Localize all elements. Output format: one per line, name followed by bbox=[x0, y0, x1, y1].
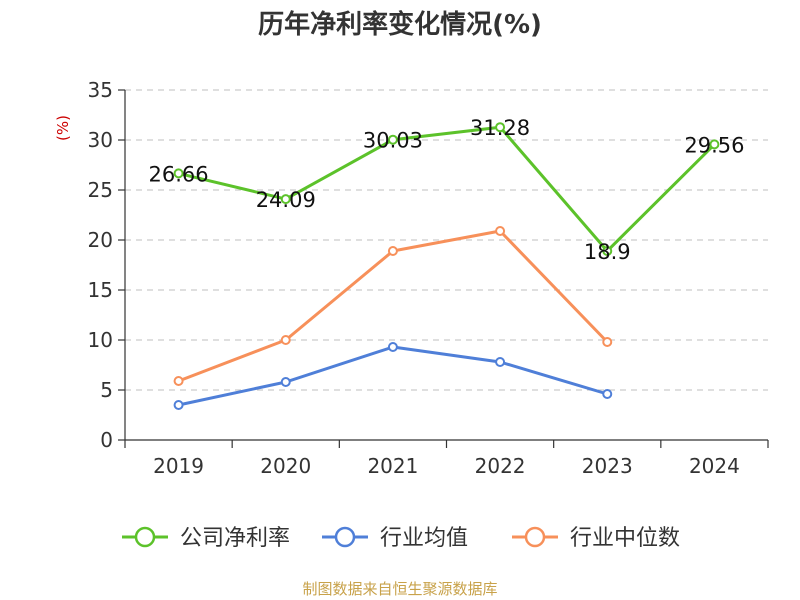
legend-marker bbox=[134, 526, 156, 548]
y-tick-label: 20 bbox=[88, 228, 113, 252]
y-tick-label: 5 bbox=[100, 378, 113, 402]
data-point bbox=[173, 168, 184, 179]
data-labels: 26.66 24.09 30.03 31.28 18.9 29.56 bbox=[149, 116, 745, 264]
data-label: 29.56 bbox=[684, 133, 744, 157]
data-point bbox=[709, 139, 720, 150]
legend-marker bbox=[524, 526, 546, 548]
y-tick-label: 0 bbox=[100, 428, 113, 452]
legend-label: 公司净利率 bbox=[180, 526, 290, 551]
y-tick-label: 30 bbox=[88, 128, 113, 152]
x-tick-labels: 2019 2020 2021 2022 2023 2024 bbox=[153, 454, 740, 478]
data-point bbox=[602, 337, 613, 347]
x-tick-label: 2023 bbox=[582, 454, 633, 478]
data-point bbox=[280, 335, 291, 345]
data-label: 31.28 bbox=[470, 116, 530, 140]
data-point bbox=[387, 134, 398, 145]
data-point bbox=[602, 246, 613, 256]
data-label: 30.03 bbox=[363, 129, 423, 153]
x-tick-label: 2019 bbox=[153, 454, 204, 478]
data-point bbox=[602, 389, 613, 399]
y-tick-label: 35 bbox=[88, 78, 113, 102]
y-tick-label: 10 bbox=[88, 328, 113, 352]
legend-label: 行业均值 bbox=[380, 526, 468, 551]
x-tick-label: 2021 bbox=[367, 454, 418, 478]
data-point bbox=[280, 377, 291, 387]
data-label: 26.66 bbox=[149, 162, 209, 186]
data-point bbox=[495, 122, 506, 133]
data-point bbox=[280, 194, 291, 205]
x-tick-label: 2022 bbox=[475, 454, 526, 478]
y-tick-label: 25 bbox=[88, 178, 113, 202]
legend-marker bbox=[334, 526, 356, 548]
data-point bbox=[495, 357, 506, 367]
data-point bbox=[173, 400, 184, 410]
x-tick-label: 2024 bbox=[689, 454, 740, 478]
y-axis-unit: (%) bbox=[54, 115, 72, 141]
data-point bbox=[387, 246, 398, 256]
data-point bbox=[495, 226, 506, 236]
series-lines bbox=[178, 125, 716, 407]
data-label: 18.9 bbox=[584, 240, 631, 264]
legend: 公司净利率 行业均值 行业中位数 bbox=[122, 526, 680, 551]
series-points bbox=[173, 122, 720, 410]
x-tick-label: 2020 bbox=[260, 454, 311, 478]
source-footer: 制图数据来自恒生聚源数据库 bbox=[302, 580, 498, 598]
chart-title: 历年净利率变化情况(%) bbox=[258, 10, 542, 40]
y-tick-labels: 0 5 10 15 20 25 30 35 bbox=[88, 78, 113, 452]
data-point bbox=[173, 376, 184, 386]
data-point bbox=[387, 342, 398, 352]
series-line bbox=[178, 125, 716, 253]
data-label: 24.09 bbox=[256, 188, 316, 212]
axes bbox=[118, 89, 769, 448]
y-tick-label: 15 bbox=[88, 278, 113, 302]
legend-label: 行业中位数 bbox=[570, 526, 680, 551]
